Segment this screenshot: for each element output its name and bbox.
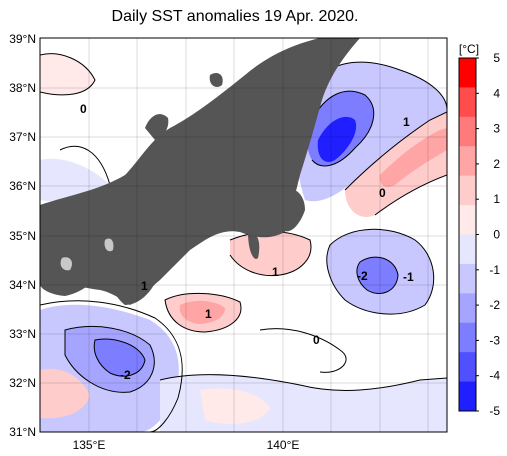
land-kii-peninsula (108, 253, 160, 305)
lat-tick-label: 32°N (9, 376, 36, 390)
contour-label: 1 (403, 115, 410, 129)
longitude-axis: 135°E 140°E (73, 438, 300, 452)
colorbar-tick-label: 3 (493, 122, 500, 136)
colorbar-cell (459, 58, 476, 88)
land-boso-peninsula (283, 188, 305, 232)
colorbar-cell (459, 146, 476, 177)
contour-label: -1 (403, 270, 414, 284)
lat-tick-label: 39°N (9, 32, 36, 46)
colorbar-cell (459, 116, 476, 147)
cold-anomaly-northeast-center (317, 116, 357, 162)
colorbar-cell (459, 205, 476, 235)
lon-tick-label: 135°E (73, 438, 106, 452)
colorbar-tick-label: -1 (489, 263, 500, 277)
land-honshu (40, 38, 360, 305)
contour-label: 0 (80, 102, 87, 116)
lon-tick-label: 140°E (267, 438, 300, 452)
lake-hamana (60, 257, 73, 271)
map-title: Daily SST anomalies 19 Apr. 2020. (111, 8, 359, 25)
contour-line (164, 292, 242, 333)
graticule (40, 38, 447, 432)
lat-tick-label: 36°N (9, 179, 36, 193)
colorbar-cell (459, 175, 476, 206)
land-sado-island (209, 73, 223, 87)
contour-line (59, 145, 111, 186)
contour-line (311, 90, 375, 167)
latitude-axis: 39°N 38°N 37°N 36°N 35°N 34°N 33°N 32°N … (9, 32, 36, 439)
colorbar-cell (459, 87, 476, 118)
colorbar-tick-label: -5 (489, 404, 500, 418)
land-noto-peninsula (145, 114, 169, 140)
contour-line (40, 300, 183, 432)
colorbar-unit: [°C] (459, 42, 479, 56)
warm-anomaly-northeast-core (379, 128, 447, 187)
contour-label: -2 (357, 269, 368, 283)
land-izu-peninsula (248, 231, 260, 259)
colorbar: [°C] 5 4 3 2 1 0 -1 -2 -3 -4 -5 (458, 42, 500, 418)
contour-line (259, 328, 347, 373)
contour-line (64, 325, 155, 393)
cold-anomaly-southwest-center (94, 339, 145, 377)
warm-anomaly-south (200, 388, 270, 424)
lat-tick-label: 33°N (9, 327, 36, 341)
land-shikoku (40, 252, 100, 296)
colorbar-cell (459, 234, 476, 265)
colorbar-tick-label: -2 (489, 298, 500, 312)
colorbar-tick-label: -3 (489, 333, 500, 347)
contour-line (93, 338, 146, 377)
contour-line (159, 374, 447, 391)
colorbar-tick-label: 5 (493, 51, 500, 65)
contour-label: 1 (205, 307, 212, 321)
lat-tick-label: 35°N (9, 229, 36, 243)
contour-line (374, 174, 447, 216)
colorbar-cells (459, 58, 476, 412)
lat-tick-label: 38°N (9, 81, 36, 95)
contour-label: 1 (272, 265, 279, 279)
colorbar-tick-label: 4 (493, 86, 500, 100)
contour-line (40, 53, 96, 96)
colorbar-ticks: 5 4 3 2 1 0 -1 -2 -3 -4 -5 (476, 51, 500, 418)
colorbar-cell (459, 322, 476, 353)
colorbar-cell (459, 352, 476, 383)
colorbar-cell (459, 381, 476, 412)
colorbar-cell (459, 293, 476, 324)
cold-anomaly-east-eddy-core (356, 257, 398, 294)
lat-tick-label: 37°N (9, 130, 36, 144)
colorbar-tick-label: 0 (493, 228, 500, 242)
warm-anomaly-central-core (179, 300, 225, 324)
contour-label: 0 (379, 186, 386, 200)
colorbar-cell (459, 263, 476, 294)
lake-biwa (104, 238, 114, 252)
contour-line (326, 228, 435, 315)
warm-anomaly-southwest (40, 368, 90, 419)
map-frame (39, 37, 448, 433)
contour-labels: 0 1 0 1 -2 -1 1 1 0 -2 (80, 102, 414, 382)
contour-label: -2 (120, 368, 131, 382)
contour-line (356, 256, 399, 294)
anomaly-field (40, 38, 447, 432)
contour-label: 0 (313, 333, 320, 347)
contour-line (344, 111, 447, 191)
colorbar-tick-label: -4 (489, 369, 500, 383)
lat-tick-label: 31°N (9, 425, 36, 439)
contour-label: 1 (141, 279, 148, 293)
contour-lines (40, 53, 447, 432)
lat-tick-label: 34°N (9, 278, 36, 292)
colorbar-tick-label: 2 (493, 157, 500, 171)
colorbar-tick-label: 1 (493, 192, 500, 206)
